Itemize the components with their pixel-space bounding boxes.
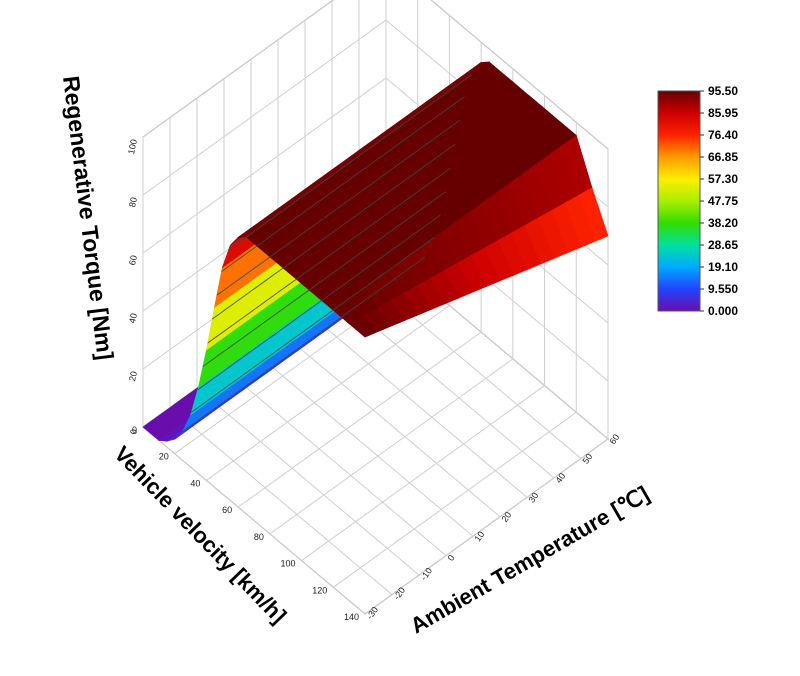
contour-line [181, 256, 426, 433]
grid-line [332, 411, 577, 588]
colorbar-tick-label: 57.30 [708, 172, 738, 186]
x-tick-label: 100 [281, 559, 296, 569]
z-axis-title: Regenerative Torque [Nm] [58, 74, 119, 361]
y-tick-label: 50 [580, 452, 594, 466]
x-tick-label: 60 [222, 505, 232, 515]
grid-line [142, 426, 366, 615]
x-tick-label: 0 [132, 425, 137, 435]
x-tick-label: 140 [344, 612, 359, 622]
y-axis-title: Ambient Temperature [℃] [406, 481, 653, 638]
contour-line [191, 236, 435, 413]
grid-line [142, 77, 387, 254]
y-tick-label: 0 [445, 553, 456, 563]
colorbar-tick-label: 38.20 [708, 216, 738, 230]
colorbar-gradient [657, 90, 701, 312]
colorbar-tick-label: 47.75 [708, 194, 738, 208]
y-tick-label: 20 [499, 510, 513, 524]
grid-line [250, 348, 474, 537]
colorbar-tick-label: 95.50 [708, 84, 738, 98]
y-tick-label: 10 [472, 529, 486, 543]
grid-line [206, 305, 450, 481]
y-tick-label: 60 [607, 432, 621, 446]
contour-lines [181, 74, 472, 433]
z-tick-label: 80 [127, 196, 139, 208]
colorbar-tick-label: 66.85 [708, 150, 738, 164]
grid-line [237, 331, 482, 508]
y-tick-label: -10 [418, 566, 434, 582]
contour-line [211, 143, 456, 320]
colorbar-tick-label: 0.000 [708, 304, 738, 318]
grid-line [430, 0, 609, 150]
contour-line [228, 74, 472, 251]
z-tick-label: 60 [127, 254, 139, 266]
y-tick-label: -20 [391, 585, 407, 601]
contour-line [207, 167, 451, 344]
colorbar-tick-label: 9.550 [708, 282, 738, 296]
surface-cell [348, 315, 380, 338]
x-tick-label: 40 [190, 478, 200, 488]
z-tick-label: 0 [128, 428, 139, 435]
colorbar: 95.50 85.95 76.40 66.85 57.30 47.75 38.20 28.65… [657, 84, 738, 318]
y-tick-label: 30 [526, 491, 540, 505]
z-tick-label: 100 [126, 138, 139, 155]
grid-line [196, 387, 420, 576]
x-tick-label: 80 [254, 532, 264, 542]
contour-line [221, 96, 465, 273]
contour-line [202, 191, 447, 368]
surface-mesh [142, 61, 609, 442]
colorbar-tick-label: 76.40 [708, 128, 738, 142]
x-tick-label: 20 [159, 452, 169, 462]
contour-line [216, 119, 461, 296]
x-tick-label: 120 [312, 585, 327, 595]
x-axis-title: Vehicle velocity [km/h] [109, 441, 291, 628]
grid-line [169, 407, 393, 595]
colorbar-tick-label: 19.10 [708, 260, 738, 274]
grid-line [301, 385, 545, 561]
grid-line [269, 358, 514, 535]
z-tick-label: 20 [127, 370, 139, 382]
grid-line [142, 19, 387, 196]
colorbar-tick-label: 28.65 [708, 238, 738, 252]
grid-line [223, 368, 447, 557]
y-tick-label: 40 [553, 471, 567, 485]
grid-line [142, 0, 335, 138]
z-tick-label: 40 [127, 312, 139, 324]
grid-line [277, 329, 501, 518]
y-tick-label: -30 [364, 605, 380, 621]
colorbar-tick-label: 85.95 [708, 106, 738, 120]
grid-line [364, 438, 609, 615]
contour-line [197, 214, 441, 391]
grid-line [304, 309, 528, 498]
